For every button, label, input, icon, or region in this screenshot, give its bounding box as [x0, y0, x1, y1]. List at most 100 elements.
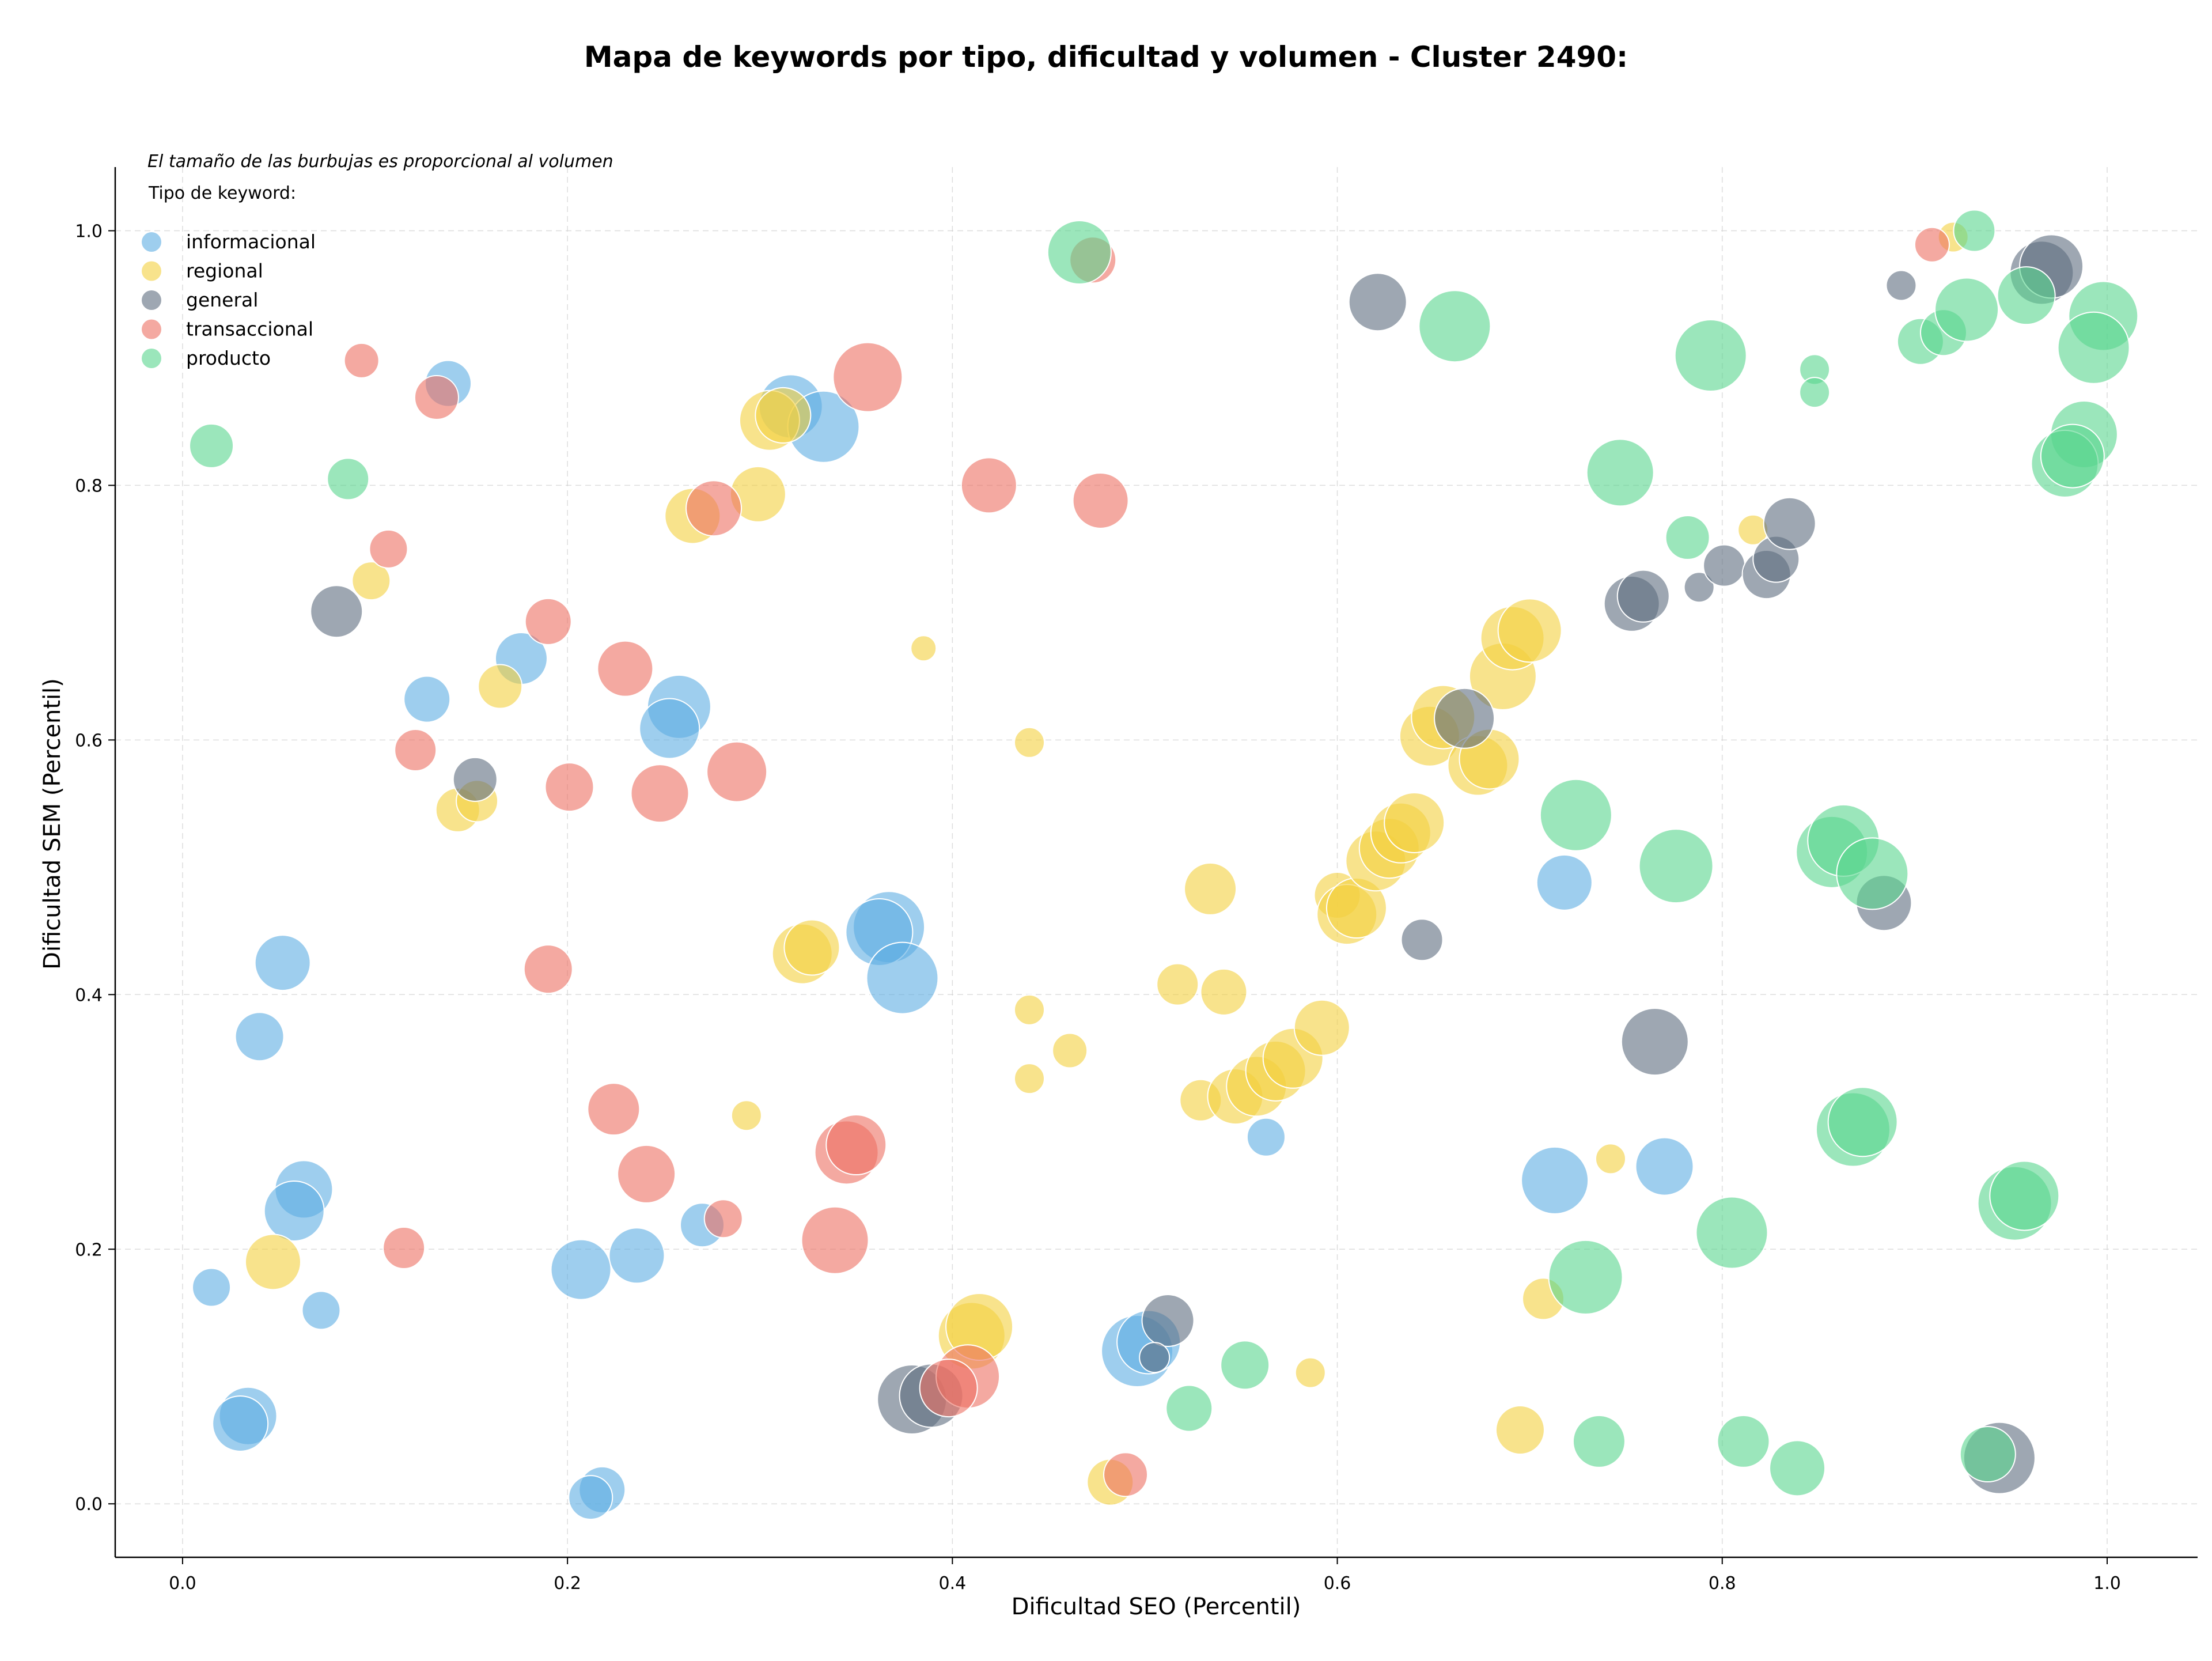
bubble-general — [1703, 544, 1746, 587]
bubble-general — [310, 585, 363, 638]
bubble-regional — [1156, 963, 1199, 1006]
bubble-transaccional — [630, 764, 690, 823]
legend-marker-producto — [142, 349, 161, 368]
bubble-producto — [1695, 1196, 1768, 1269]
bubble-informacional — [192, 1267, 232, 1307]
bubble-transaccional — [919, 1359, 978, 1418]
bubble-transaccional — [703, 1199, 743, 1239]
chart-title: Mapa de keywords por tipo, dificultad y … — [584, 40, 1628, 74]
y-tick-label: 0.0 — [75, 1494, 103, 1515]
bubble-informacional — [608, 1227, 665, 1284]
bubble-size-note: El tamaño de las burbujas es proporciona… — [147, 152, 613, 172]
bubble-transaccional — [1914, 226, 1950, 263]
bubble-transaccional — [597, 640, 654, 697]
bubble-general — [1348, 273, 1407, 332]
x-tick-label: 0.6 — [1324, 1573, 1351, 1594]
bubble-informacional — [301, 1291, 341, 1330]
bubble-regional — [1384, 792, 1445, 853]
bubble-informacional — [1521, 1146, 1589, 1214]
bubble-producto — [2057, 311, 2130, 384]
legend-marker-transaccional — [142, 319, 161, 339]
bubble-transaccional — [1103, 1452, 1149, 1497]
bubble-transaccional — [1072, 472, 1129, 529]
y-tick-label: 0.4 — [75, 985, 103, 1005]
bubble-transaccional — [832, 342, 903, 413]
bubble-producto — [1638, 828, 1714, 904]
bubble-informacional — [639, 698, 700, 759]
bubble-informacional — [403, 675, 451, 723]
bubbles — [189, 209, 2139, 1520]
bubble-transaccional — [523, 944, 573, 994]
bubble-transaccional — [544, 762, 594, 812]
legend-title: Tipo de keyword: — [148, 183, 296, 203]
bubble-general — [1683, 572, 1715, 603]
legend-marker-informacional — [142, 232, 161, 252]
bubble-producto — [1572, 1414, 1626, 1468]
bubble-regional — [1293, 999, 1350, 1056]
bubble-informacional — [263, 1180, 325, 1242]
bubble-regional — [730, 1100, 762, 1132]
bubble-general — [1763, 497, 1816, 550]
x-tick-label: 1.0 — [2093, 1573, 2121, 1594]
bubble-transaccional — [706, 741, 768, 803]
bubble-producto — [1997, 266, 2056, 326]
x-tick-label: 0.4 — [938, 1573, 966, 1594]
bubble-producto — [1799, 377, 1831, 408]
bubble-informacional — [234, 1012, 285, 1062]
bubble-regional — [1495, 1405, 1545, 1455]
legend-marker-general — [142, 290, 161, 310]
bubble-regional — [755, 387, 812, 444]
bubble-producto — [1836, 837, 1909, 910]
bubble-transaccional — [369, 529, 408, 569]
bubble-transaccional — [587, 1083, 641, 1136]
bubble-informacional — [550, 1239, 612, 1300]
bubble-producto — [1674, 319, 1747, 392]
bubble-informacional — [1536, 854, 1593, 911]
y-axis-label: Dificultad SEM (Percentil) — [39, 678, 66, 970]
bubble-producto — [1539, 778, 1612, 852]
bubble-producto — [1769, 1440, 1826, 1497]
bubble-producto — [2040, 423, 2105, 489]
bubble-producto — [1717, 1414, 1770, 1468]
bubble-regional — [1013, 994, 1045, 1026]
bubble-regional — [244, 1234, 301, 1291]
bubble-producto — [1548, 1239, 1623, 1315]
bubble-informacional — [212, 1395, 269, 1452]
bubble-producto — [1665, 515, 1710, 561]
bubble-transaccional — [825, 1114, 887, 1176]
x-tick-label: 0.2 — [554, 1573, 581, 1594]
y-tick-label: 0.6 — [75, 731, 103, 751]
legend-marker-regional — [142, 261, 161, 281]
legend-label-transaccional: transaccional — [186, 318, 313, 340]
bubble-regional — [1497, 598, 1562, 663]
bubble-informacional — [568, 1475, 613, 1520]
bubble-regional — [783, 919, 840, 976]
bubble-transaccional — [414, 374, 459, 420]
legend-label-producto: producto — [186, 347, 271, 369]
bubble-transaccional — [617, 1144, 676, 1204]
y-tick-label: 0.8 — [75, 476, 103, 496]
bubble-general — [1616, 569, 1670, 623]
bubble-general — [1620, 1008, 1689, 1076]
bubble-transaccional — [394, 729, 437, 772]
legend-label-general: general — [186, 289, 258, 311]
legend: informacional regional general transacciona… — [142, 230, 316, 369]
axes: 0.0 0.2 0.4 0.6 0.8 1.0 0.0 0.2 0.4 0.6 0.8 1.0 — [75, 167, 2198, 1594]
bubble-regional — [1184, 862, 1237, 915]
x-axis-label: Dificultad SEO (Percentil) — [1012, 1594, 1301, 1620]
bubble-producto — [1827, 1087, 1898, 1157]
bubble-informacional — [1635, 1137, 1694, 1196]
bubble-general — [1400, 918, 1444, 962]
bubble-regional — [1013, 727, 1045, 758]
bubble-general — [1434, 687, 1495, 749]
bubble-transaccional — [801, 1206, 869, 1274]
x-tick-label: 0.8 — [1709, 1573, 1736, 1594]
bubble-transaccional — [382, 1227, 426, 1270]
bubble-regional — [1200, 968, 1248, 1016]
bubble-producto — [1165, 1384, 1213, 1432]
bubble-regional — [910, 635, 937, 662]
bubble-regional — [1052, 1032, 1088, 1069]
bubble-regional — [351, 561, 391, 601]
bubble-transaccional — [960, 457, 1017, 514]
